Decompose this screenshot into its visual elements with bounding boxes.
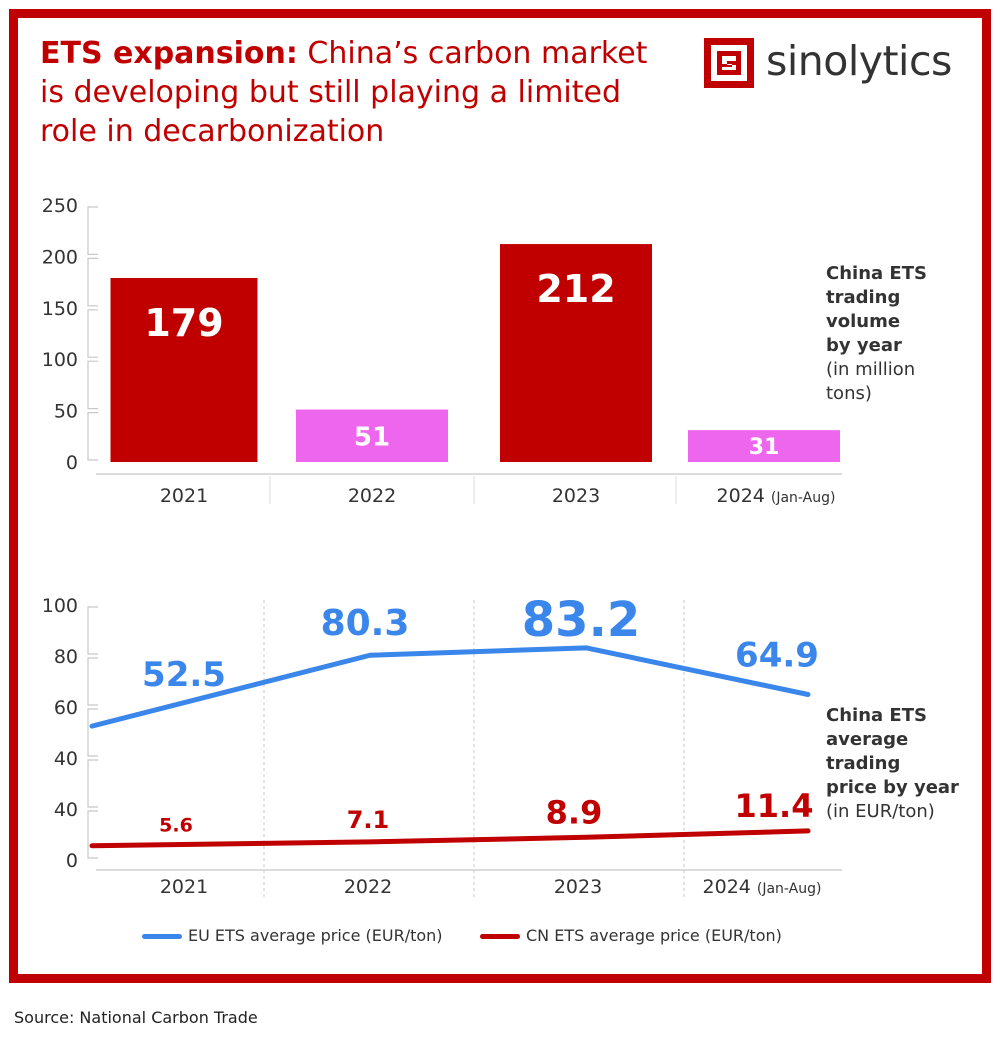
legend-swatch-eu (142, 934, 182, 939)
y-tick-label: 200 (42, 246, 78, 268)
x-tick-label: 2024 (Jan-Aug) (717, 485, 836, 507)
legend-item-eu: EU ETS average price (EUR/ton) (142, 922, 462, 950)
price-label-line: price by year (826, 777, 959, 798)
legend-swatch-cn (480, 934, 520, 939)
volume-label-unit: (in million (826, 359, 916, 380)
bar (110, 277, 258, 462)
y-axis-tick-bracket (87, 412, 98, 461)
y-tick-label: 80 (54, 646, 78, 668)
bar-data-label: 212 (536, 267, 615, 311)
data-point-label: 11.4 (735, 787, 814, 825)
legend-label-eu: EU ETS average price (EUR/ton) (188, 926, 443, 945)
y-axis-tick-bracket (87, 810, 98, 859)
y-axis-tick-bracket (87, 360, 98, 410)
bar (500, 244, 652, 462)
x-tick-label: 2022 (344, 876, 392, 898)
series-line (89, 828, 811, 849)
y-tick-label: 0 (66, 452, 78, 474)
x-tick-suffix: (Jan-Aug) (771, 490, 836, 506)
bar-data-label: 31 (749, 435, 780, 460)
price-label-line: average (826, 729, 909, 750)
volume-chart-label: China ETS trading volume by year (in mil… (826, 262, 956, 406)
volume-label-line: volume (826, 311, 901, 332)
chart-title: ETS expansion: China’s carbon market is … (40, 34, 680, 151)
data-point-label: 83.2 (522, 592, 640, 648)
y-axis-tick-bracket (87, 257, 98, 307)
source-note: Source: National Carbon Trade (14, 1008, 258, 1027)
logo-text: sinolytics (766, 37, 952, 85)
volume-label-line: trading (826, 287, 901, 308)
x-tick-label: 2024 (Jan-Aug) (703, 876, 822, 898)
y-axis-tick-bracket (87, 657, 98, 706)
volume-label-line: China ETS (826, 263, 927, 284)
bar-data-label: 179 (144, 301, 223, 345)
logo: sinolytics (704, 37, 974, 88)
chart-frame (9, 9, 991, 983)
legend-item-cn: CN ETS average price (EUR/ton) (480, 922, 800, 950)
price-label-unit: (in EUR/ton) (826, 801, 935, 822)
data-point-label: 8.9 (546, 793, 603, 831)
y-tick-label: 50 (54, 401, 78, 423)
y-tick-label: 60 (54, 697, 78, 719)
y-tick-label: 100 (42, 349, 78, 371)
series-line (89, 645, 811, 729)
y-axis-tick-bracket (87, 606, 98, 655)
data-point-label: 7.1 (347, 806, 390, 834)
price-label-line: trading (826, 753, 901, 774)
bar (296, 409, 448, 462)
x-tick-label: 2021 (160, 485, 208, 507)
data-point-label: 64.9 (735, 636, 819, 676)
y-tick-label: 0 (66, 850, 78, 872)
price-chart-label: China ETS average trading price by year … (826, 704, 976, 824)
sinolytics-logo-icon (704, 38, 754, 88)
y-tick-label: 40 (54, 748, 78, 770)
x-tick-label: 2022 (348, 485, 396, 507)
data-point-label: 5.6 (159, 815, 193, 837)
y-tick-label: 150 (42, 298, 78, 320)
volume-label-unit: tons) (826, 383, 872, 404)
title-bold-part: ETS expansion: (40, 36, 298, 71)
bar (688, 430, 840, 462)
y-tick-label: 100 (42, 595, 78, 617)
x-tick-label: 2023 (554, 876, 602, 898)
x-tick-label: 2023 (552, 485, 600, 507)
data-point-label: 52.5 (142, 655, 226, 695)
price-label-line: China ETS (826, 705, 927, 726)
data-point-label: 80.3 (321, 603, 410, 644)
y-axis-tick-bracket (87, 206, 98, 255)
bar-data-label: 51 (354, 422, 390, 452)
volume-label-line: by year (826, 335, 902, 356)
title-rest: China’s carbon market is developing but … (40, 36, 648, 149)
x-tick-label: 2021 (160, 876, 208, 898)
legend-label-cn: CN ETS average price (EUR/ton) (526, 926, 782, 945)
y-tick-label: 250 (42, 195, 78, 217)
y-tick-label: 40 (54, 799, 78, 821)
y-axis-tick-bracket (87, 708, 98, 757)
x-tick-suffix: (Jan-Aug) (757, 881, 822, 897)
y-axis-tick-bracket (87, 309, 98, 358)
y-axis-tick-bracket (87, 759, 98, 808)
